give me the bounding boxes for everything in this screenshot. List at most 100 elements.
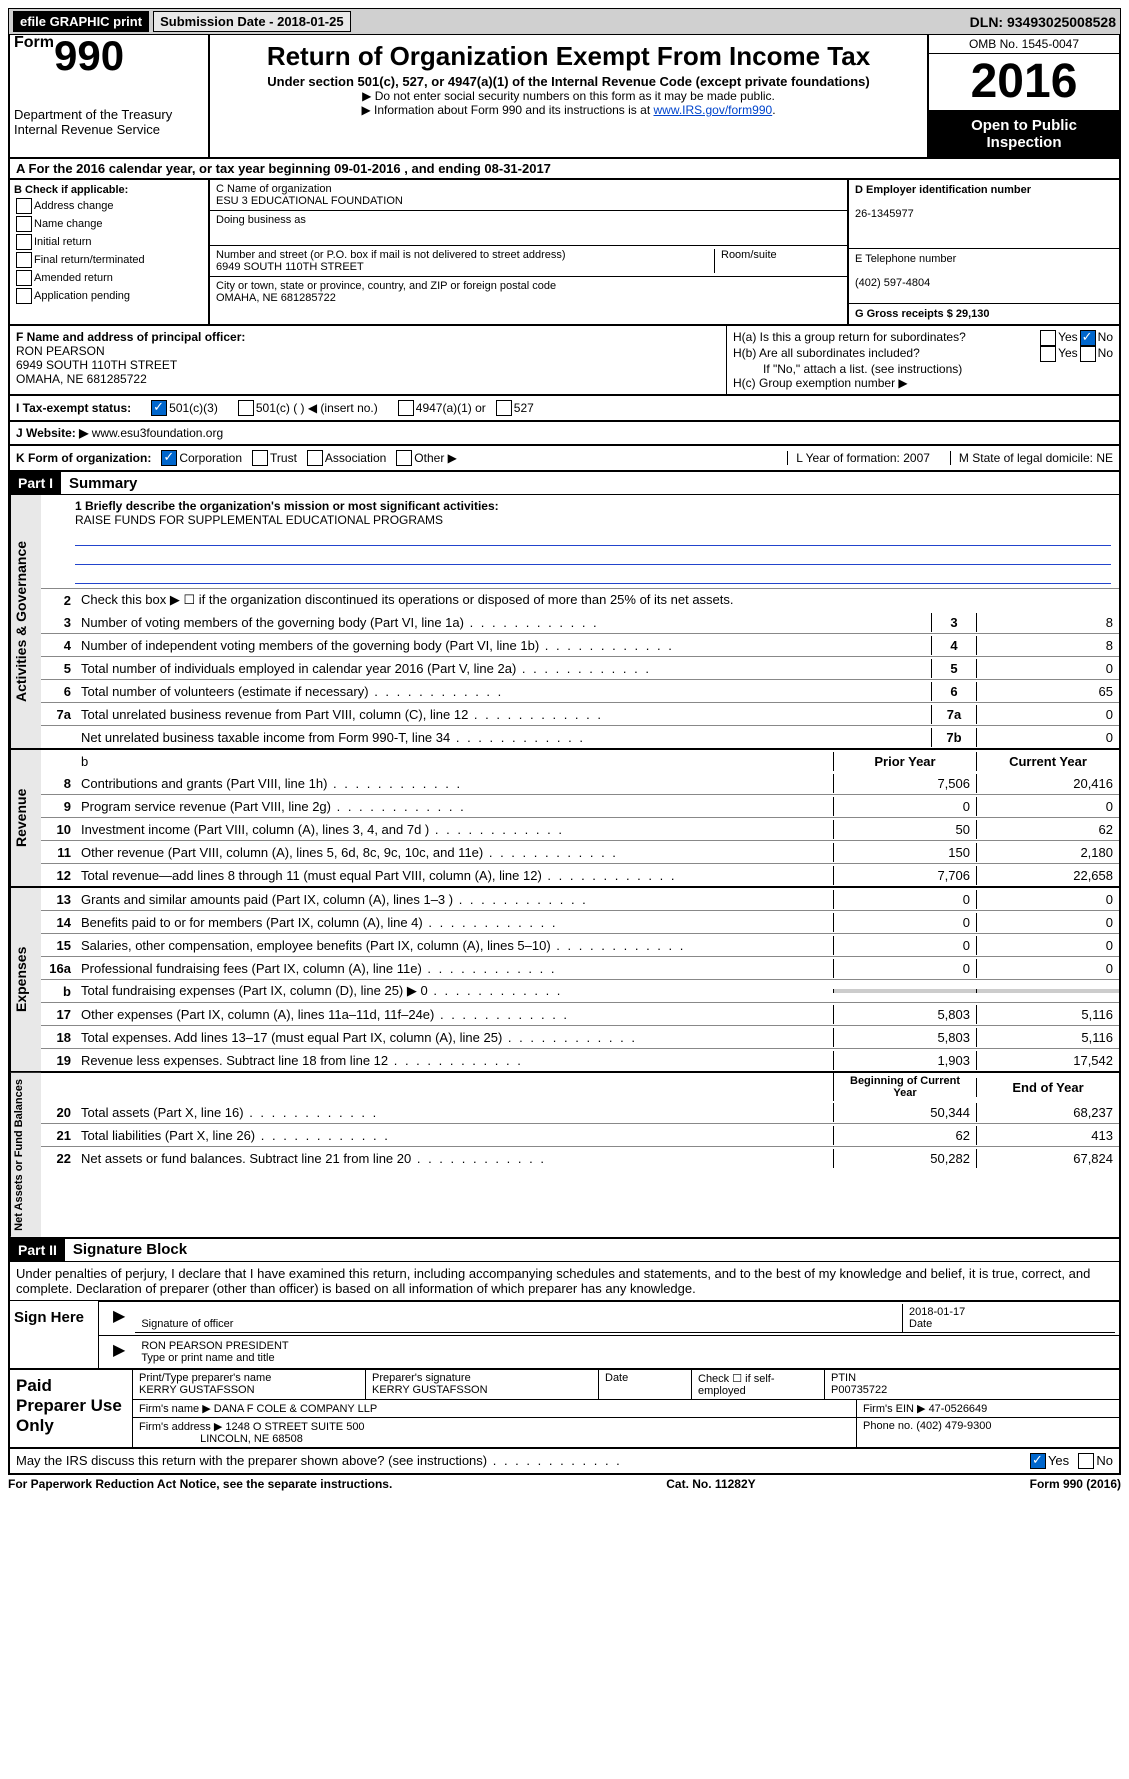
ein-label: D Employer identification number <box>855 184 1031 196</box>
chk-initial[interactable]: Initial return <box>34 236 91 248</box>
officer-print-name: RON PEARSON PRESIDENT <box>141 1340 288 1352</box>
instructions-link[interactable]: www.IRS.gov/form990 <box>653 103 772 117</box>
sig-label: Signature of officer <box>141 1318 233 1330</box>
firm-name: DANA F COLE & COMPANY LLP <box>214 1403 377 1415</box>
officer-label: F Name and address of principal officer: <box>16 330 245 344</box>
officer-addr1: 6949 SOUTH 110TH STREET <box>16 358 177 372</box>
street: 6949 SOUTH 110TH STREET <box>216 261 708 273</box>
firm-phone: (402) 479-9300 <box>916 1420 991 1432</box>
h-a: H(a) Is this a group return for subordin… <box>733 330 1038 346</box>
year-formation: L Year of formation: 2007 <box>787 451 930 465</box>
i-label: I Tax-exempt status: <box>16 401 131 415</box>
preparer-sig: KERRY GUSTAFSSON <box>372 1384 488 1396</box>
dept1: Department of the Treasury <box>14 107 204 122</box>
irs-discuss: May the IRS discuss this return with the… <box>16 1453 622 1470</box>
section-bcd: B Check if applicable: Address change Na… <box>8 180 1121 326</box>
chk-name[interactable]: Name change <box>34 218 103 230</box>
note2: ▶ Information about Form 990 and its ins… <box>361 103 653 117</box>
firm-ein: 47-0526649 <box>929 1403 988 1415</box>
header-right: OMB No. 1545-0047 2016 Open to Public In… <box>929 35 1119 157</box>
vlabel-expenses: Expenses <box>10 888 41 1071</box>
form-prefix: Form <box>14 34 54 51</box>
section-h: H(a) Is this a group return for subordin… <box>727 326 1119 394</box>
hdr-end: End of Year <box>976 1078 1119 1097</box>
chk-pending[interactable]: Application pending <box>34 290 130 302</box>
h-b: H(b) Are all subordinates included? <box>733 346 1038 362</box>
row-i: I Tax-exempt status: 501(c)(3) 501(c) ( … <box>8 396 1121 422</box>
header-left: Form990 Department of the Treasury Inter… <box>10 35 210 157</box>
dba-label: Doing business as <box>216 214 841 226</box>
vlabel-netassets: Net Assets or Fund Balances <box>10 1073 41 1237</box>
sec-b-title: B Check if applicable: <box>14 184 128 196</box>
officer-name: RON PEARSON <box>16 344 105 358</box>
state-domicile: M State of legal domicile: NE <box>950 451 1113 465</box>
part-2: Part II Signature Block Under penalties … <box>8 1239 1121 1370</box>
org-name: ESU 3 EDUCATIONAL FOUNDATION <box>216 195 841 207</box>
chk-final[interactable]: Final return/terminated <box>34 254 145 266</box>
line2: Check this box ▶ ☐ if the organization d… <box>77 590 1119 610</box>
part2-title: Signature Block <box>65 1241 187 1258</box>
preparer-name: KERRY GUSTAFSSON <box>139 1384 255 1396</box>
row-j: J Website: ▶ www.esu3foundation.org <box>8 422 1121 446</box>
header-center: Return of Organization Exempt From Incom… <box>210 35 929 157</box>
dln: DLN: 93493025008528 <box>970 14 1116 30</box>
footer-catno: Cat. No. 11282Y <box>392 1477 1029 1491</box>
mission-a: RAISE FUNDS FOR SUPPLEMENTAL EDUCATIONAL… <box>75 513 443 527</box>
org-name-label: C Name of organization <box>216 183 841 195</box>
section-b: B Check if applicable: Address change Na… <box>10 180 210 324</box>
section-f: F Name and address of principal officer:… <box>10 326 727 394</box>
prep-title: Paid Preparer Use Only <box>10 1370 133 1447</box>
dept2: Internal Revenue Service <box>14 122 204 137</box>
efile-label[interactable]: efile GRAPHIC print <box>13 11 149 32</box>
chk-address[interactable]: Address change <box>34 200 114 212</box>
top-bar: efile GRAPHIC print Submission Date - 20… <box>8 8 1121 35</box>
form-title: Return of Organization Exempt From Incom… <box>216 41 921 72</box>
section-fh: F Name and address of principal officer:… <box>8 326 1121 396</box>
vlabel-revenue: Revenue <box>10 750 41 886</box>
chk-amended[interactable]: Amended return <box>34 272 113 284</box>
website: www.esu3foundation.org <box>92 426 223 440</box>
h-c: H(c) Group exemption number ▶ <box>733 376 1113 390</box>
h-b-note: If "No," attach a list. (see instruction… <box>733 362 1113 376</box>
page-footer: For Paperwork Reduction Act Notice, see … <box>8 1475 1121 1491</box>
j-label: J Website: ▶ <box>16 426 88 440</box>
discuss-yes <box>1030 1453 1046 1469</box>
tax-year: 2016 <box>929 54 1119 111</box>
hdr-prior: Prior Year <box>833 752 976 771</box>
sign-here: Sign Here <box>10 1301 99 1368</box>
tel: (402) 597-4804 <box>855 277 930 289</box>
ptin: P00735722 <box>831 1384 887 1396</box>
section-d: D Employer identification number 26-1345… <box>849 180 1119 324</box>
city: OMAHA, NE 681285722 <box>216 292 841 304</box>
section-c: C Name of organization ESU 3 EDUCATIONAL… <box>210 180 849 324</box>
ein: 26-1345977 <box>855 208 914 220</box>
city-label: City or town, state or province, country… <box>216 280 841 292</box>
chk-corp <box>161 450 177 466</box>
paid-preparer: Paid Preparer Use Only Print/Type prepar… <box>8 1370 1121 1449</box>
submission-date: Submission Date - 2018-01-25 <box>153 11 351 32</box>
self-employed: Check ☐ if self-employed <box>698 1373 775 1397</box>
part2-hdr: Part II <box>10 1239 65 1261</box>
k-label: K Form of organization: <box>16 451 151 465</box>
footer-form: Form 990 (2016) <box>1030 1477 1121 1491</box>
hdr-begin: Beginning of Current Year <box>833 1073 976 1101</box>
mission-q: 1 Briefly describe the organization's mi… <box>75 499 499 513</box>
sig-date: 2018-01-17 <box>909 1306 965 1318</box>
tel-label: E Telephone number <box>855 253 956 265</box>
open-inspection: Open to Public Inspection <box>929 111 1119 157</box>
form-header: Form990 Department of the Treasury Inter… <box>8 35 1121 159</box>
footer-paperwork: For Paperwork Reduction Act Notice, see … <box>8 1477 392 1491</box>
part1-hdr: Part I <box>10 472 61 494</box>
row-k: K Form of organization: Corporation Trus… <box>8 446 1121 472</box>
form-number: 990 <box>54 32 124 79</box>
chk-501c3 <box>151 400 167 416</box>
omb-number: OMB No. 1545-0047 <box>929 35 1119 54</box>
vlabel-governance: Activities & Governance <box>10 495 41 748</box>
sig-intro: Under penalties of perjury, I declare th… <box>10 1262 1119 1300</box>
note1: ▶ Do not enter social security numbers o… <box>216 89 921 103</box>
hdr-curr: Current Year <box>976 752 1119 771</box>
irs-discuss-row: May the IRS discuss this return with the… <box>8 1449 1121 1476</box>
part1-title: Summary <box>61 475 137 492</box>
firm-addr: 1248 O STREET SUITE 500 <box>225 1421 364 1433</box>
row-a: A For the 2016 calendar year, or tax yea… <box>8 159 1121 180</box>
